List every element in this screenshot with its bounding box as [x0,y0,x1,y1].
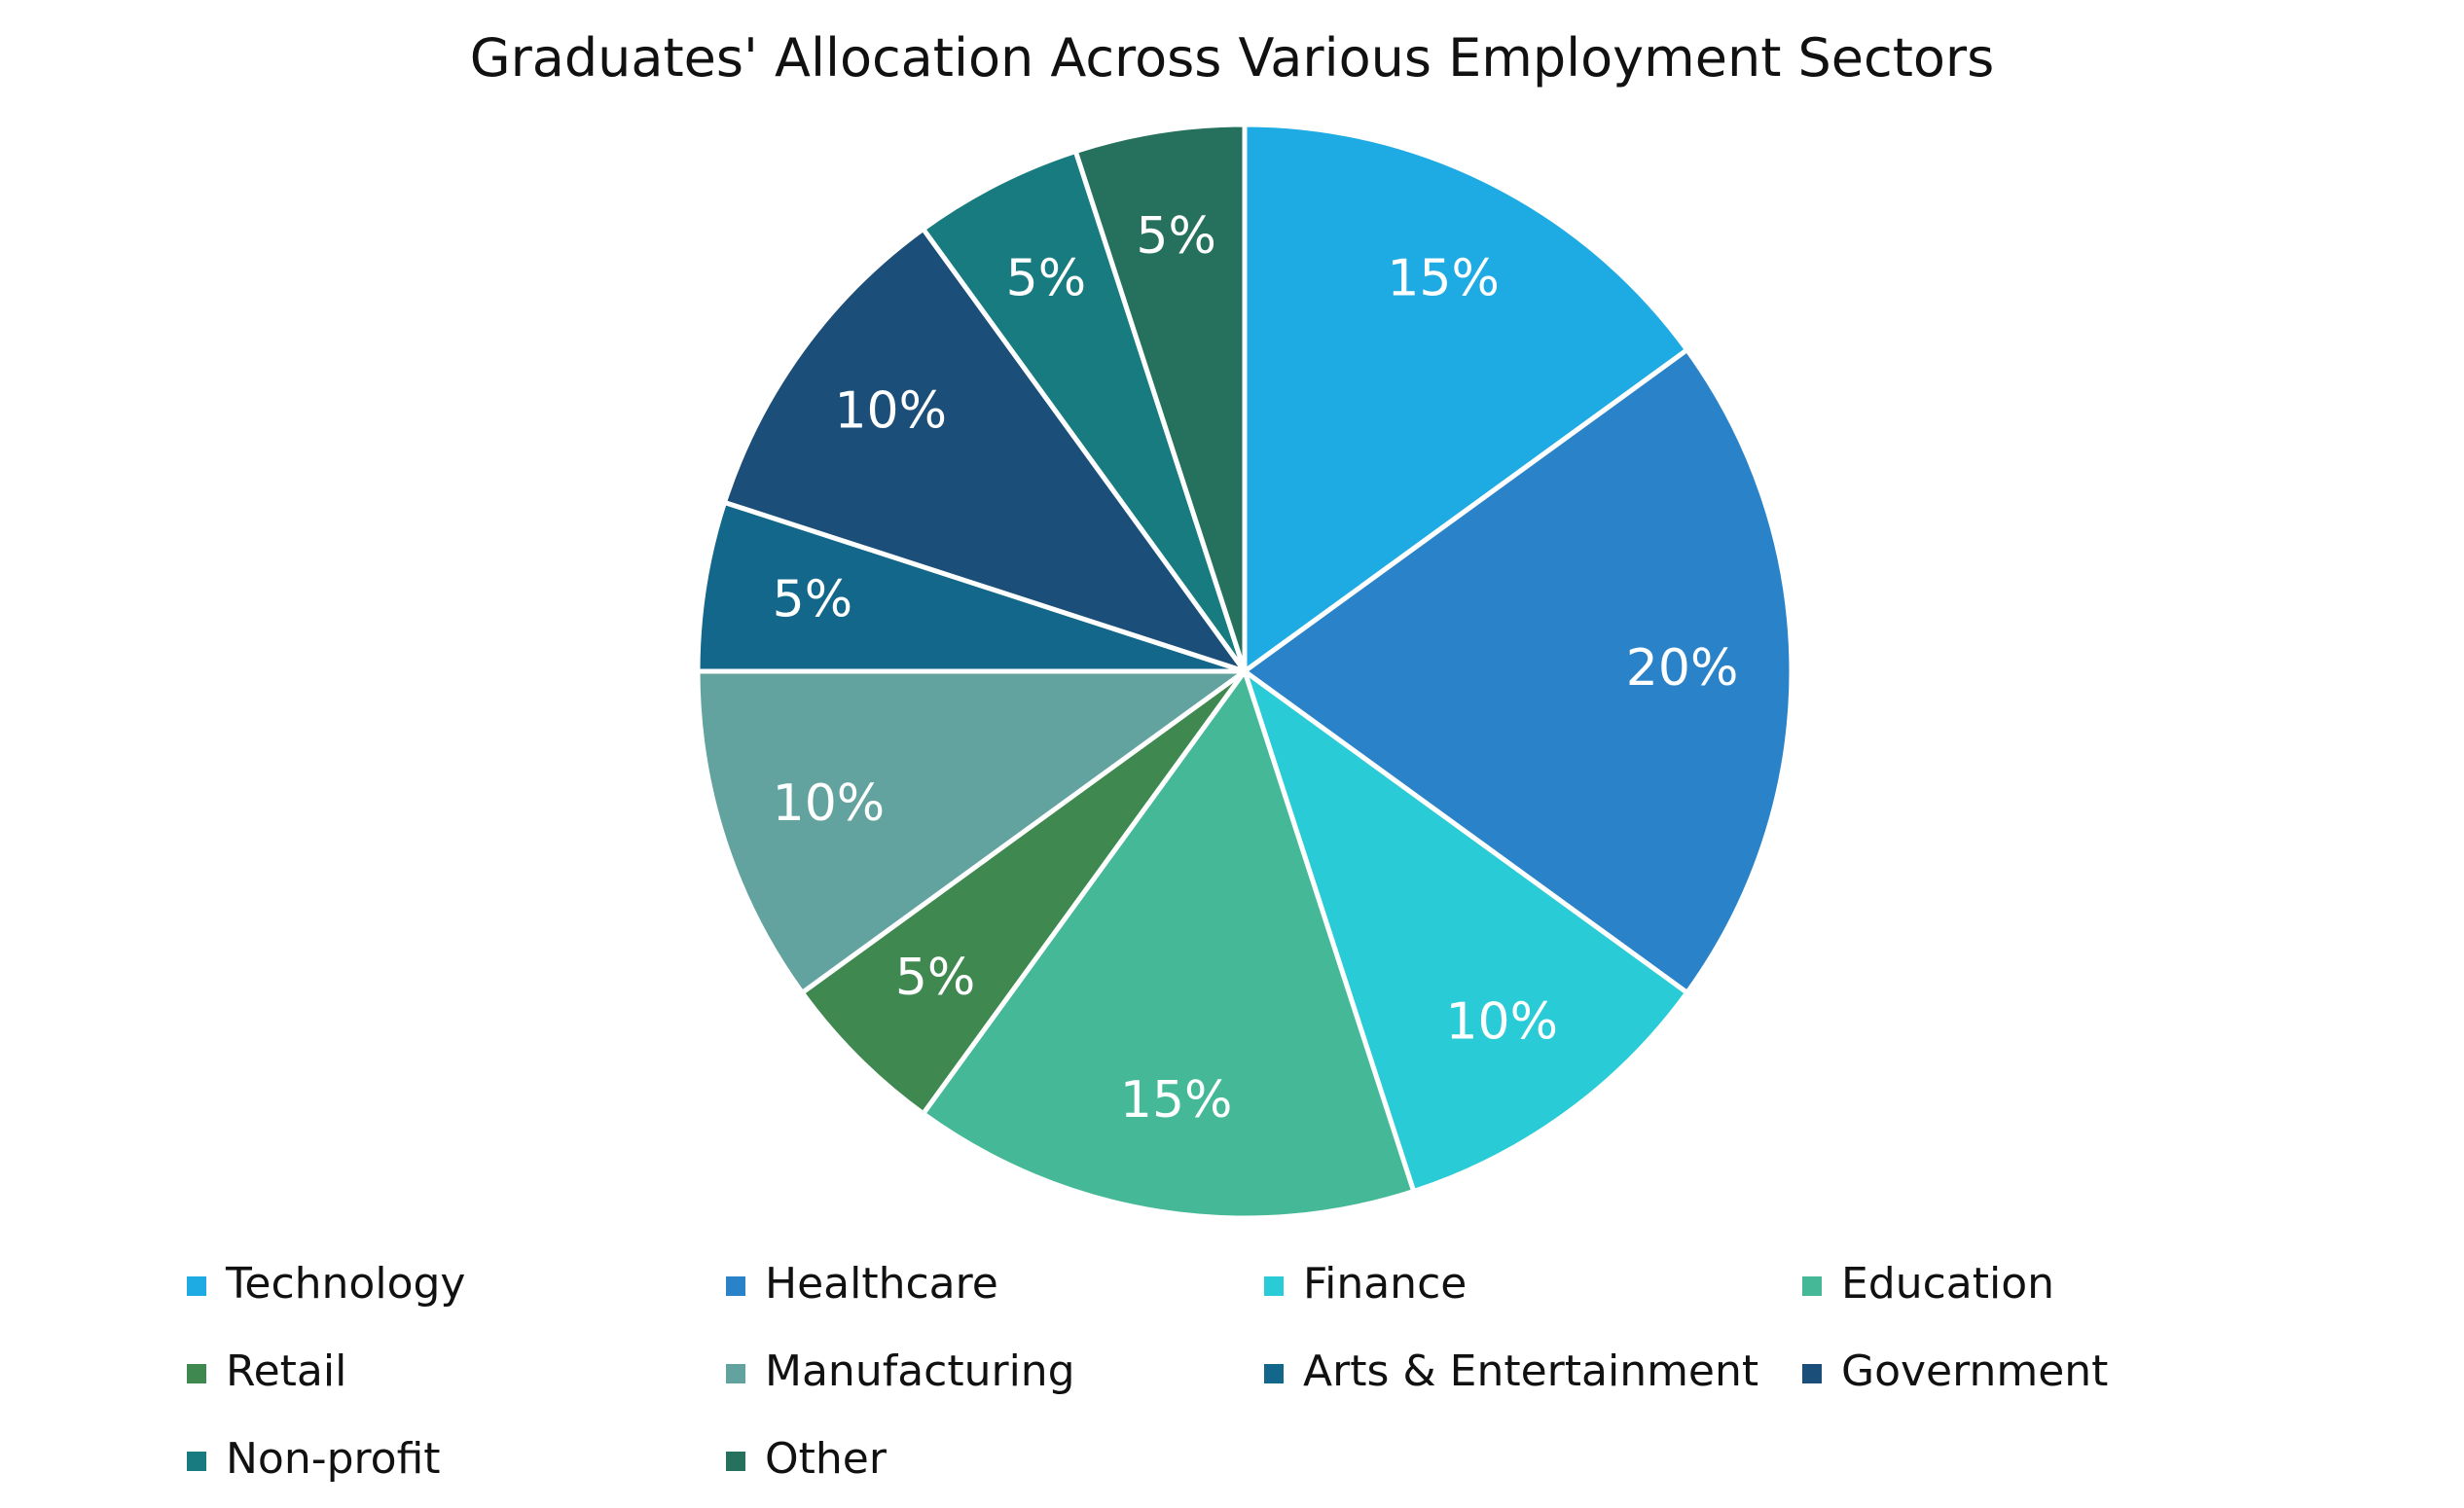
legend-label-government: Government [1841,1346,2108,1396]
legend-item-technology: Technology [187,1259,465,1309]
legend-label-technology: Technology [225,1259,465,1309]
slice-label-manufacturing: 10% [773,774,886,833]
slice-label-retail: 5% [895,949,976,1007]
legend-item-retail: Retail [187,1346,346,1396]
slice-label-arts-and-entertainment: 5% [773,571,853,629]
slice-label-education: 15% [1120,1071,1233,1130]
slice-finance [1242,668,1690,1194]
legend-item-government: Government [1802,1346,2108,1396]
legend-item-education: Education [1802,1259,2054,1309]
legend-swatch-non-profit [187,1452,206,1471]
slice-label-technology: 15% [1387,249,1500,307]
legend-swatch-healthcare [726,1276,745,1296]
slice-non-profit [921,149,1248,674]
slice-label-other: 5% [1136,207,1216,266]
slice-other [1072,122,1248,674]
legend-label-healthcare: Healthcare [765,1259,998,1309]
legend-label-other: Other [765,1434,888,1484]
slice-manufacturing [695,668,1248,995]
legend-item-finance: Finance [1264,1259,1467,1309]
legend-item-manufacturing: Manufacturing [726,1346,1075,1396]
slice-education [921,668,1417,1221]
legend-swatch-arts-and-entertainment [1264,1364,1284,1383]
slice-label-finance: 10% [1445,993,1558,1052]
legend-label-non-profit: Non-profit [226,1434,441,1484]
slice-label-non-profit: 5% [1006,249,1087,307]
legend-item-other: Other [726,1434,888,1484]
legend-label-retail: Retail [226,1346,346,1396]
legend-swatch-retail [187,1364,206,1383]
legend-swatch-education [1802,1276,1822,1296]
legend-item-arts-and-entertainment: Arts & Entertainment [1264,1346,1758,1396]
slice-retail [799,668,1248,1117]
legend-swatch-government [1802,1364,1822,1383]
legend-swatch-manufacturing [726,1364,745,1383]
legend-swatch-other [726,1452,745,1471]
slice-government [722,226,1248,674]
legend-item-healthcare: Healthcare [726,1259,998,1309]
slice-healthcare [1242,347,1794,995]
legend-label-manufacturing: Manufacturing [765,1346,1075,1396]
pie-slice-labels: 15% 20% 10% 15% 5% 10% 5% 10% 5% 5% [773,207,1739,1130]
legend-label-arts-and-entertainment: Arts & Entertainment [1303,1346,1758,1396]
legend-swatch-finance [1264,1276,1284,1296]
legend: Technology Healthcare Finance Education Reta… [187,1259,2108,1484]
legend-label-finance: Finance [1303,1259,1467,1309]
legend-label-education: Education [1841,1259,2054,1309]
pie-slices [695,122,1794,1221]
slice-technology [1242,122,1690,674]
chart-title: Graduates' Allocation Across Various Emp… [470,27,1995,89]
slice-label-healthcare: 20% [1626,639,1739,698]
slice-label-government: 10% [834,382,947,441]
legend-item-non-profit: Non-profit [187,1434,441,1484]
legend-swatch-technology [187,1276,206,1296]
